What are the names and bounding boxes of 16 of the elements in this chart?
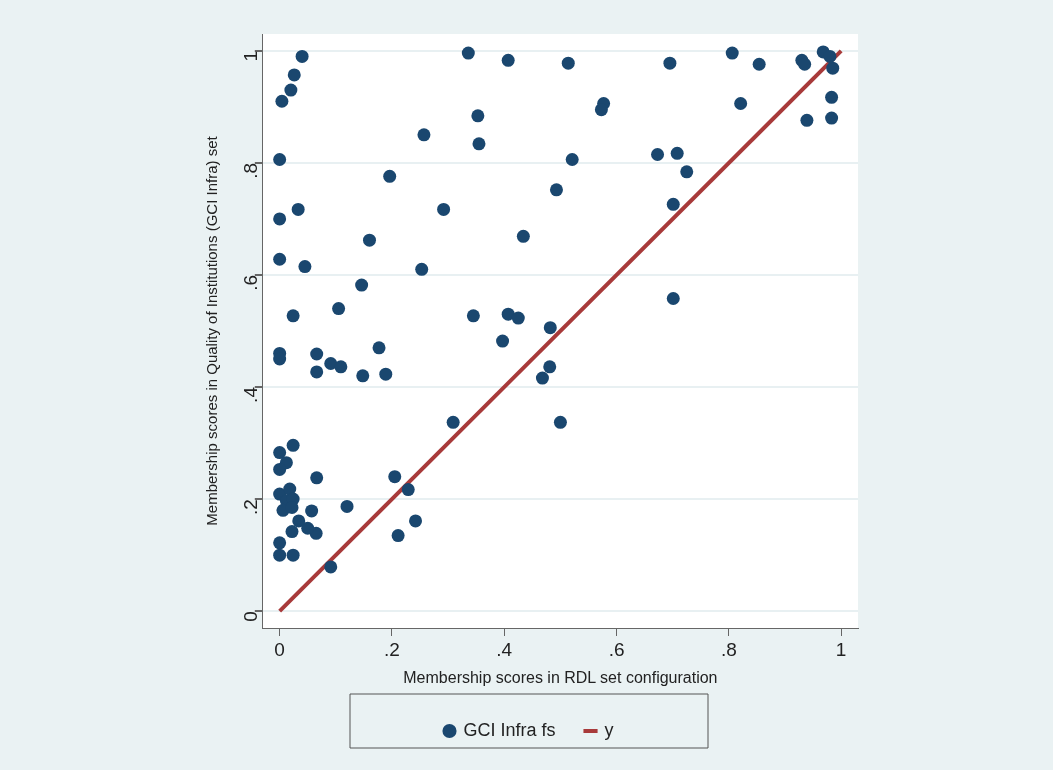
legend-label: GCI Infra fs [463, 719, 556, 740]
x-tick-label: 0 [274, 638, 285, 660]
x-axis-title: Membership scores in RDL set configuration [403, 668, 718, 686]
y-tick-label: .2 [240, 499, 262, 515]
y-tick-label: .4 [240, 386, 262, 403]
y-tick-label: .6 [240, 274, 262, 291]
x-tick-label: .4 [496, 638, 513, 660]
y-tick-label: 0 [240, 611, 262, 622]
y-tick-label: .8 [240, 162, 262, 179]
y-tick-label: 1 [240, 50, 262, 62]
x-tick-label: 1 [835, 638, 847, 660]
x-tick-label: .6 [608, 638, 625, 660]
legend-label: y [604, 719, 614, 740]
y-axis-title: Membership scores in Quality of Institutions (GCI Infra) set [203, 135, 221, 526]
x-tick-label: .8 [720, 638, 737, 660]
x-tick-label: .2 [384, 638, 400, 660]
